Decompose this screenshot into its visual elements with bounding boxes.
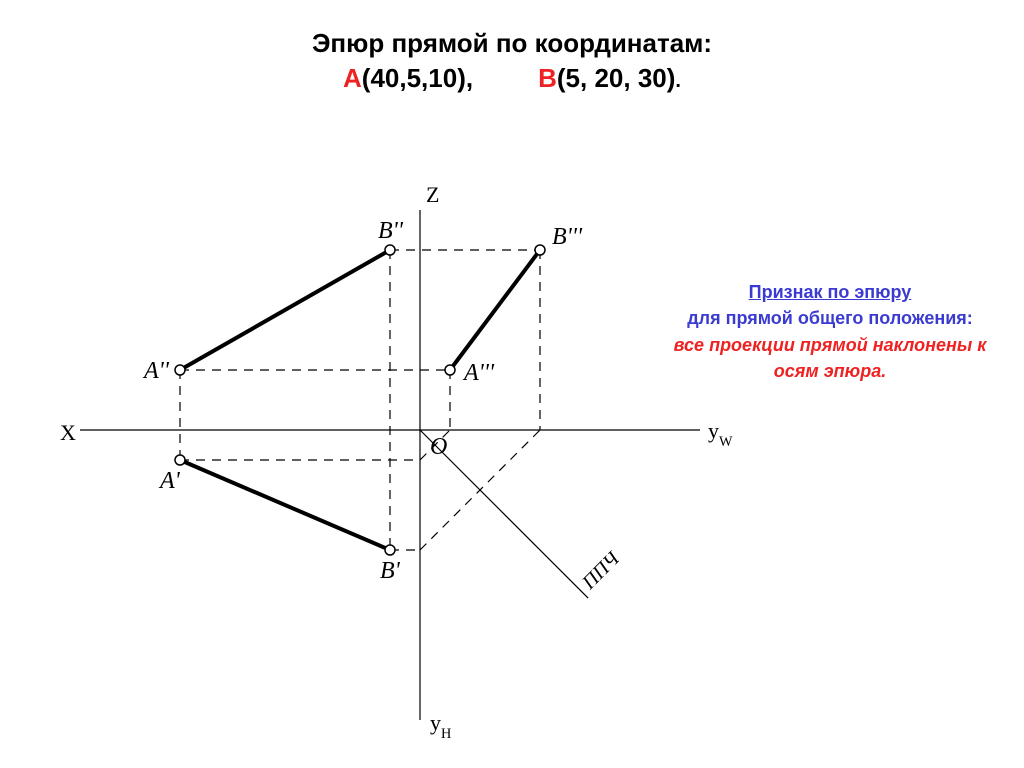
title-line-1: Эпюр прямой по координатам: <box>0 28 1024 59</box>
svg-text:В''': В''' <box>552 224 583 250</box>
svg-text:А''': А''' <box>462 360 495 386</box>
svg-text:Z: Z <box>426 182 439 207</box>
title-A-coords: (40,5,10), <box>362 63 473 93</box>
title-dot: . <box>675 70 681 92</box>
svg-text:О: О <box>430 434 447 460</box>
epure-diagram: А'' В'' А' В' А''' В''' О X ZyW yH ППЧ <box>0 120 1024 768</box>
svg-text:yH: yH <box>430 710 451 742</box>
title-block: Эпюр прямой по координатам: А(40,5,10), … <box>0 0 1024 94</box>
title-B-letter: В <box>538 63 557 93</box>
svg-text:ППЧ: ППЧ <box>577 547 624 594</box>
svg-text:В'': В'' <box>378 218 404 244</box>
title-line-2: А(40,5,10), В(5, 20, 30). <box>0 63 1024 94</box>
svg-text:X: X <box>60 420 76 445</box>
svg-text:А': А' <box>158 468 181 494</box>
title-spacer <box>473 63 538 93</box>
title-A-letter: А <box>343 63 362 93</box>
svg-text:yW: yW <box>708 418 733 450</box>
svg-text:В': В' <box>380 558 401 584</box>
title-B-coords: (5, 20, 30) <box>557 63 676 93</box>
svg-text:А'': А'' <box>142 358 170 384</box>
